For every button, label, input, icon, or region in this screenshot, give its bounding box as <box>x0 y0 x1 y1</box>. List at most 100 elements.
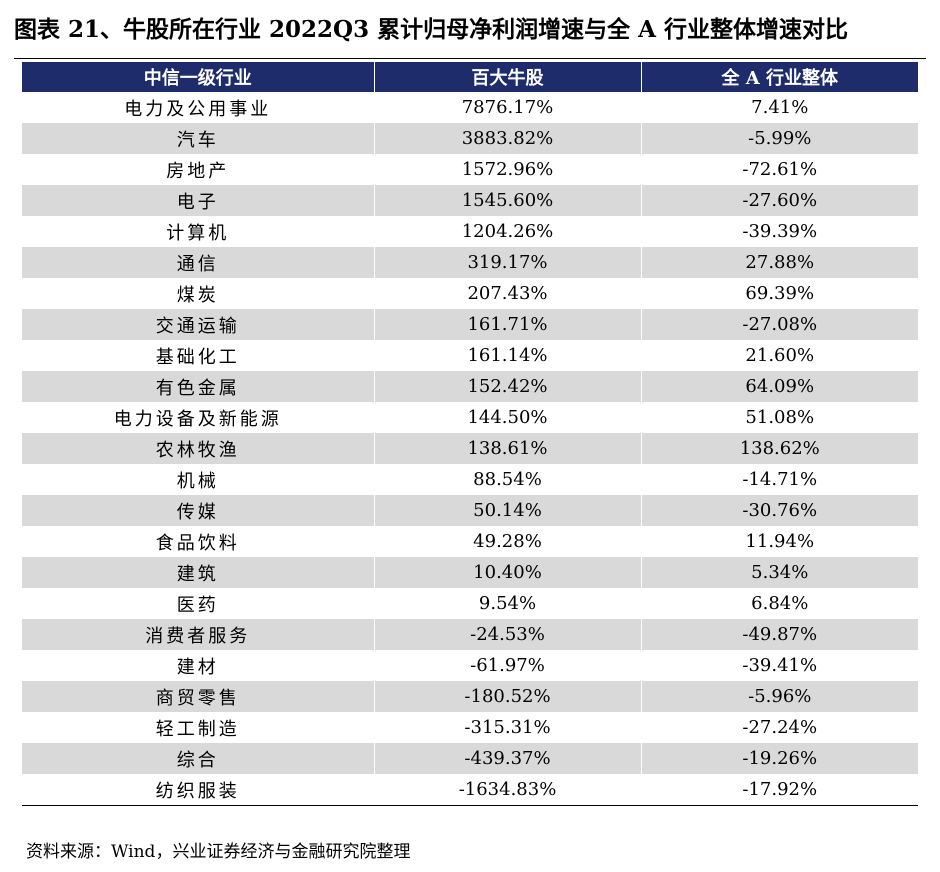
all-a-growth-cell: -49.87% <box>641 619 918 650</box>
industry-cell: 轻工制造 <box>22 712 375 743</box>
all-a-growth-cell: 27.88% <box>641 247 918 278</box>
table-row: 电力设备及新能源 144.50% 51.08% <box>22 402 918 433</box>
industry-cell: 电力及公用事业 <box>22 92 375 123</box>
all-a-growth-cell: -27.60% <box>641 185 918 216</box>
all-a-growth-cell: -39.39% <box>641 216 918 247</box>
all-a-growth-cell: 138.62% <box>641 433 918 464</box>
top-stocks-growth-cell: 152.42% <box>374 371 642 402</box>
all-a-growth-cell: 64.09% <box>641 371 918 402</box>
all-a-growth-cell: -17.92% <box>641 774 918 805</box>
top-stocks-growth-cell: 138.61% <box>374 433 642 464</box>
table-row: 通信 319.17% 27.88% <box>22 247 918 278</box>
industry-cell: 房地产 <box>22 154 375 185</box>
top-stocks-growth-cell: 161.71% <box>374 309 642 340</box>
top-stocks-growth-cell: 3883.82% <box>374 123 642 154</box>
table-row: 煤炭 207.43% 69.39% <box>22 278 918 309</box>
all-a-growth-cell: 7.41% <box>641 92 918 123</box>
title-divider <box>14 58 926 59</box>
all-a-growth-cell: 5.34% <box>641 557 918 588</box>
top-stocks-growth-cell: 207.43% <box>374 278 642 309</box>
table-row: 医药 9.54% 6.84% <box>22 588 918 619</box>
top-stocks-growth-cell: 161.14% <box>374 340 642 371</box>
industry-cell: 食品饮料 <box>22 526 375 557</box>
table-row: 有色金属 152.42% 64.09% <box>22 371 918 402</box>
industry-cell: 农林牧渔 <box>22 433 375 464</box>
table-body: 电力及公用事业 7876.17% 7.41% 汽车 3883.82% -5.99% 房地产 1… <box>22 92 918 805</box>
industry-cell: 建筑 <box>22 557 375 588</box>
industry-cell: 电子 <box>22 185 375 216</box>
top-stocks-growth-cell: 50.14% <box>374 495 642 526</box>
source-note: 资料来源：Wind，兴业证券经济与金融研究院整理 <box>26 842 411 862</box>
table-bottom-divider <box>22 805 918 806</box>
all-a-growth-cell: 51.08% <box>641 402 918 433</box>
top-stocks-growth-cell: 9.54% <box>374 588 642 619</box>
table-row: 食品饮料 49.28% 11.94% <box>22 526 918 557</box>
top-stocks-growth-cell: 49.28% <box>374 526 642 557</box>
industry-cell: 通信 <box>22 247 375 278</box>
table-row: 电子 1545.60% -27.60% <box>22 185 918 216</box>
all-a-growth-cell: -5.99% <box>641 123 918 154</box>
table-row: 机械 88.54% -14.71% <box>22 464 918 495</box>
table-row: 消费者服务 -24.53% -49.87% <box>22 619 918 650</box>
table-row: 轻工制造 -315.31% -27.24% <box>22 712 918 743</box>
industry-cell: 电力设备及新能源 <box>22 402 375 433</box>
table-row: 计算机 1204.26% -39.39% <box>22 216 918 247</box>
all-a-growth-cell: -39.41% <box>641 650 918 681</box>
industry-cell: 纺织服装 <box>22 774 375 805</box>
table-row: 建筑 10.40% 5.34% <box>22 557 918 588</box>
all-a-growth-cell: 11.94% <box>641 526 918 557</box>
table-row: 交通运输 161.71% -27.08% <box>22 309 918 340</box>
comparison-table-container: 中信一级行业 百大牛股 全 A 行业整体 电力及公用事业 7876.17% 7.41… <box>22 62 918 806</box>
all-a-growth-cell: -72.61% <box>641 154 918 185</box>
all-a-growth-cell: -19.26% <box>641 743 918 774</box>
header-top-stocks: 百大牛股 <box>374 62 642 92</box>
top-stocks-growth-cell: 88.54% <box>374 464 642 495</box>
industry-cell: 基础化工 <box>22 340 375 371</box>
table-row: 电力及公用事业 7876.17% 7.41% <box>22 92 918 123</box>
table-row: 建材 -61.97% -39.41% <box>22 650 918 681</box>
industry-cell: 有色金属 <box>22 371 375 402</box>
figure-title: 图表 21、牛股所在行业 2022Q3 累计归母净利润增速与全 A 行业整体增速… <box>14 16 848 43</box>
industry-cell: 交通运输 <box>22 309 375 340</box>
top-stocks-growth-cell: 1545.60% <box>374 185 642 216</box>
industry-cell: 建材 <box>22 650 375 681</box>
top-stocks-growth-cell: -315.31% <box>374 712 642 743</box>
industry-cell: 医药 <box>22 588 375 619</box>
all-a-growth-cell: -5.96% <box>641 681 918 712</box>
industry-cell: 商贸零售 <box>22 681 375 712</box>
header-industry: 中信一级行业 <box>22 62 375 92</box>
industry-cell: 消费者服务 <box>22 619 375 650</box>
all-a-growth-cell: 6.84% <box>641 588 918 619</box>
top-stocks-growth-cell: -24.53% <box>374 619 642 650</box>
top-stocks-growth-cell: 7876.17% <box>374 92 642 123</box>
table-header-row: 中信一级行业 百大牛股 全 A 行业整体 <box>22 62 918 92</box>
header-all-a: 全 A 行业整体 <box>641 62 918 92</box>
table-row: 传媒 50.14% -30.76% <box>22 495 918 526</box>
table-row: 纺织服装 -1634.83% -17.92% <box>22 774 918 805</box>
top-stocks-growth-cell: -1634.83% <box>374 774 642 805</box>
industry-cell: 计算机 <box>22 216 375 247</box>
table-row: 商贸零售 -180.52% -5.96% <box>22 681 918 712</box>
table-row: 农林牧渔 138.61% 138.62% <box>22 433 918 464</box>
industry-cell: 综合 <box>22 743 375 774</box>
table-row: 综合 -439.37% -19.26% <box>22 743 918 774</box>
all-a-growth-cell: 21.60% <box>641 340 918 371</box>
all-a-growth-cell: -27.08% <box>641 309 918 340</box>
industry-cell: 机械 <box>22 464 375 495</box>
all-a-growth-cell: -27.24% <box>641 712 918 743</box>
table-row: 房地产 1572.96% -72.61% <box>22 154 918 185</box>
top-stocks-growth-cell: 144.50% <box>374 402 642 433</box>
all-a-growth-cell: -30.76% <box>641 495 918 526</box>
industry-cell: 汽车 <box>22 123 375 154</box>
top-stocks-growth-cell: 319.17% <box>374 247 642 278</box>
top-stocks-growth-cell: 10.40% <box>374 557 642 588</box>
top-stocks-growth-cell: -180.52% <box>374 681 642 712</box>
top-stocks-growth-cell: 1204.26% <box>374 216 642 247</box>
top-stocks-growth-cell: 1572.96% <box>374 154 642 185</box>
all-a-growth-cell: -14.71% <box>641 464 918 495</box>
table-row: 基础化工 161.14% 21.60% <box>22 340 918 371</box>
growth-comparison-table: 中信一级行业 百大牛股 全 A 行业整体 电力及公用事业 7876.17% 7.41… <box>22 62 918 805</box>
all-a-growth-cell: 69.39% <box>641 278 918 309</box>
top-stocks-growth-cell: -61.97% <box>374 650 642 681</box>
industry-cell: 煤炭 <box>22 278 375 309</box>
